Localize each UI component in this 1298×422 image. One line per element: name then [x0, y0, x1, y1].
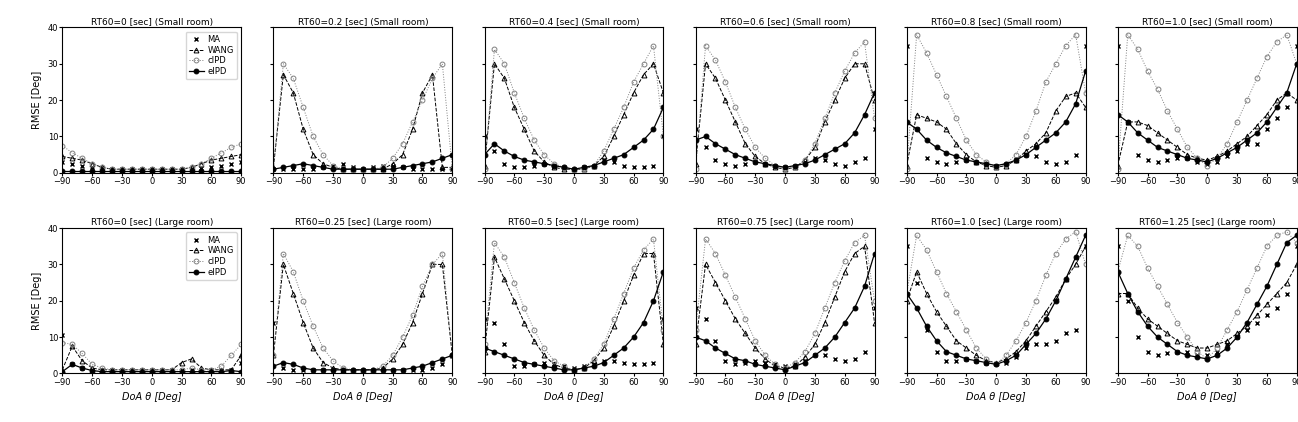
Title: RT60=0.6 [sec] (Small room): RT60=0.6 [sec] (Small room) [719, 18, 850, 27]
Title: RT60=1.0 [sec] (Small room): RT60=1.0 [sec] (Small room) [1142, 18, 1272, 27]
Title: RT60=0 [sec] (Small room): RT60=0 [sec] (Small room) [91, 18, 213, 27]
Title: RT60=0.2 [sec] (Small room): RT60=0.2 [sec] (Small room) [297, 18, 428, 27]
X-axis label: DoA θ [Deg]: DoA θ [Deg] [544, 392, 604, 402]
X-axis label: DoA θ [Deg]: DoA θ [Deg] [122, 392, 182, 402]
Title: RT60=0.8 [sec] (Small room): RT60=0.8 [sec] (Small room) [931, 18, 1062, 27]
Title: RT60=0.25 [sec] (Large room): RT60=0.25 [sec] (Large room) [295, 218, 431, 227]
Y-axis label: RMSE [Deg]: RMSE [Deg] [32, 272, 42, 330]
Title: RT60=0 [sec] (Large room): RT60=0 [sec] (Large room) [91, 218, 213, 227]
Title: RT60=1.0 [sec] (Large room): RT60=1.0 [sec] (Large room) [931, 218, 1062, 227]
X-axis label: DoA θ [Deg]: DoA θ [Deg] [334, 392, 393, 402]
Title: RT60=0.5 [sec] (Large room): RT60=0.5 [sec] (Large room) [509, 218, 640, 227]
Y-axis label: RMSE [Deg]: RMSE [Deg] [32, 71, 42, 129]
X-axis label: DoA θ [Deg]: DoA θ [Deg] [755, 392, 815, 402]
Title: RT60=0.75 [sec] (Large room): RT60=0.75 [sec] (Large room) [716, 218, 853, 227]
X-axis label: DoA θ [Deg]: DoA θ [Deg] [966, 392, 1025, 402]
X-axis label: DoA θ [Deg]: DoA θ [Deg] [1177, 392, 1237, 402]
Title: RT60=1.25 [sec] (Large room): RT60=1.25 [sec] (Large room) [1138, 218, 1276, 227]
Legend: MA, WANG, cIPD, eIPD: MA, WANG, cIPD, eIPD [186, 232, 238, 280]
Legend: MA, WANG, cIPD, eIPD: MA, WANG, cIPD, eIPD [186, 32, 238, 79]
Title: RT60=0.4 [sec] (Small room): RT60=0.4 [sec] (Small room) [509, 18, 640, 27]
